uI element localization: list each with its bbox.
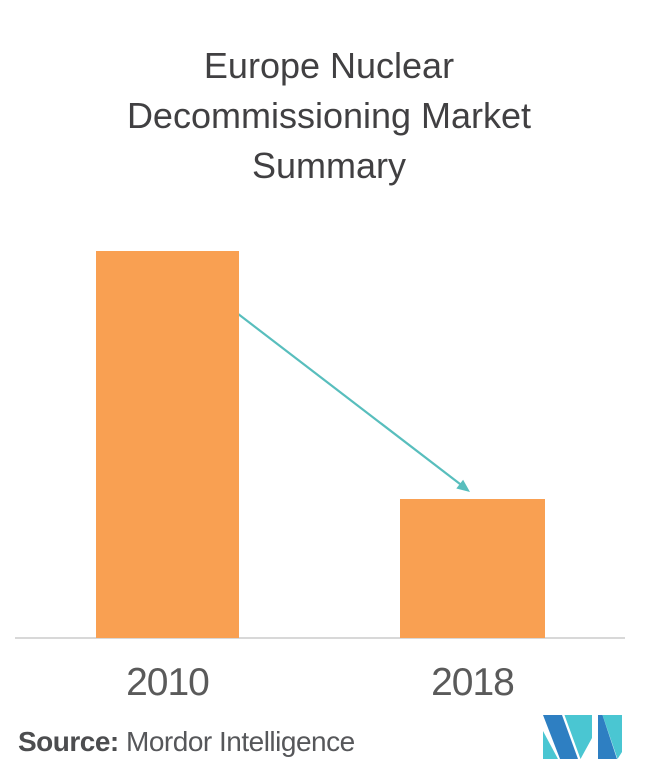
chart-title-line-2: Decommissioning Market — [126, 95, 532, 136]
source-label: Source: — [18, 726, 119, 757]
bar-2018 — [400, 499, 545, 638]
chart-title-line-3: Summary — [251, 145, 407, 186]
x-axis-label-2018: 2018 — [431, 661, 515, 704]
chart-title-line-1: Europe Nuclear — [203, 45, 455, 86]
x-axis-line — [15, 637, 625, 639]
source-caption: Source: Mordor Intelligence — [18, 726, 355, 758]
source-value: Mordor Intelligence — [126, 726, 355, 757]
bar-2010 — [96, 251, 239, 638]
arrowhead-icon — [456, 479, 470, 492]
mordor-intelligence-logo-icon — [543, 715, 622, 759]
chart-title: Europe Nuclear Decommissioning Market Su… — [0, 41, 658, 191]
x-axis-label-2010: 2010 — [126, 661, 210, 704]
